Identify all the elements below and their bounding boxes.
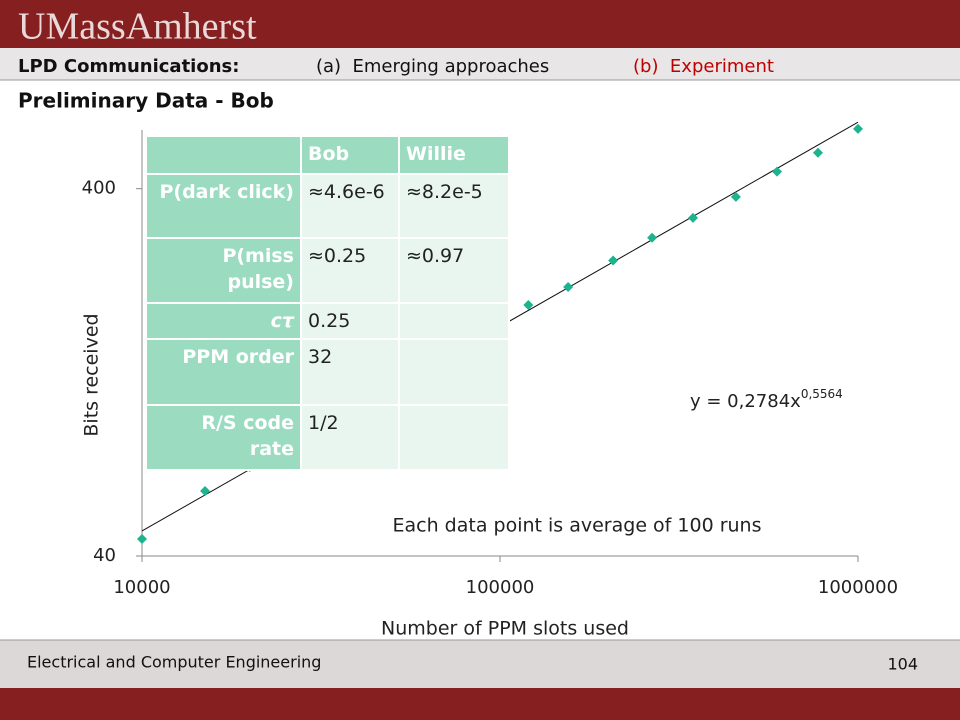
table-cell: ≈4.6e-6 (300, 173, 400, 239)
footer-department: Electrical and Computer Engineering (27, 653, 321, 672)
table-cell (398, 338, 510, 406)
data-point (853, 123, 863, 134)
table-cell: P(dark click) (145, 173, 302, 239)
table-header: Bob Willie (145, 135, 510, 175)
data-point (730, 191, 741, 202)
table-cell: ≈0.25 (300, 237, 400, 304)
nav-bar (0, 48, 960, 80)
data-point (523, 299, 534, 310)
table-row: P(miss pulse) ≈0.25 ≈0.97 (145, 237, 510, 304)
table-row: P(dark click) ≈4.6e-6 ≈8.2e-5 (145, 173, 510, 239)
footer-bar (0, 640, 960, 688)
data-point (687, 212, 698, 223)
slide-title: Preliminary Data - Bob (18, 89, 274, 113)
trendline-label: y = 0,2784x (690, 391, 801, 412)
table-cell: ≈0.97 (398, 237, 510, 304)
y-tick-label: 400 (82, 178, 116, 199)
y-tick-label: 40 (93, 545, 116, 566)
table-cell: P(miss pulse) (145, 237, 302, 304)
table-cell: PPM order (145, 338, 302, 406)
table-row: PPM order 32 (145, 338, 510, 406)
page-number: 104 (887, 655, 918, 674)
table-cell: ≈8.2e-5 (398, 173, 510, 239)
trendline-exponent: 0,5564 (801, 387, 843, 401)
table-row: cτ 0.25 (145, 302, 510, 340)
data-point (563, 281, 574, 292)
table-cell: Bob (300, 135, 400, 175)
table-row: R/S code rate 1/2 (145, 404, 510, 471)
table-cell: 0.25 (300, 302, 400, 340)
table-cell: Willie (398, 135, 510, 175)
header-bar (0, 0, 960, 48)
x-tick-label: 1000000 (818, 577, 898, 598)
table-cell (145, 135, 302, 175)
x-tick-label: 10000 (113, 577, 170, 598)
table-cell (398, 302, 510, 340)
section-label: LPD Communications: (18, 56, 239, 77)
table-cell: 1/2 (300, 404, 400, 471)
data-point (812, 147, 823, 158)
table-cell: cτ (145, 302, 302, 340)
data-point (772, 166, 783, 177)
data-point (200, 486, 211, 497)
annotation: Each data point is average of 100 runs (393, 515, 762, 537)
table-cell (398, 404, 510, 471)
y-axis-title: Bits received (81, 313, 103, 436)
chart: 40 400 10000 100000 1000000 Number of PPM slo… (81, 121, 898, 640)
table-cell: R/S code rate (145, 404, 302, 471)
table-cell: 32 (300, 338, 400, 406)
data-point (608, 255, 619, 266)
trendline-equation: y = 0,2784x0,5564 (690, 387, 843, 413)
section-part-a: (a) Emerging approaches (316, 56, 549, 77)
data-point (647, 232, 658, 243)
x-axis-title: Number of PPM slots used (381, 618, 629, 640)
x-tick-label: 100000 (466, 577, 535, 598)
footer-band (0, 688, 960, 720)
section-part-b: (b) Experiment (633, 56, 774, 77)
logo: UMassAmherst (18, 6, 257, 48)
data-point (137, 533, 147, 544)
parameter-table: Bob Willie P(dark click) ≈4.6e-6 ≈8.2e-5 P(mi… (145, 135, 510, 471)
